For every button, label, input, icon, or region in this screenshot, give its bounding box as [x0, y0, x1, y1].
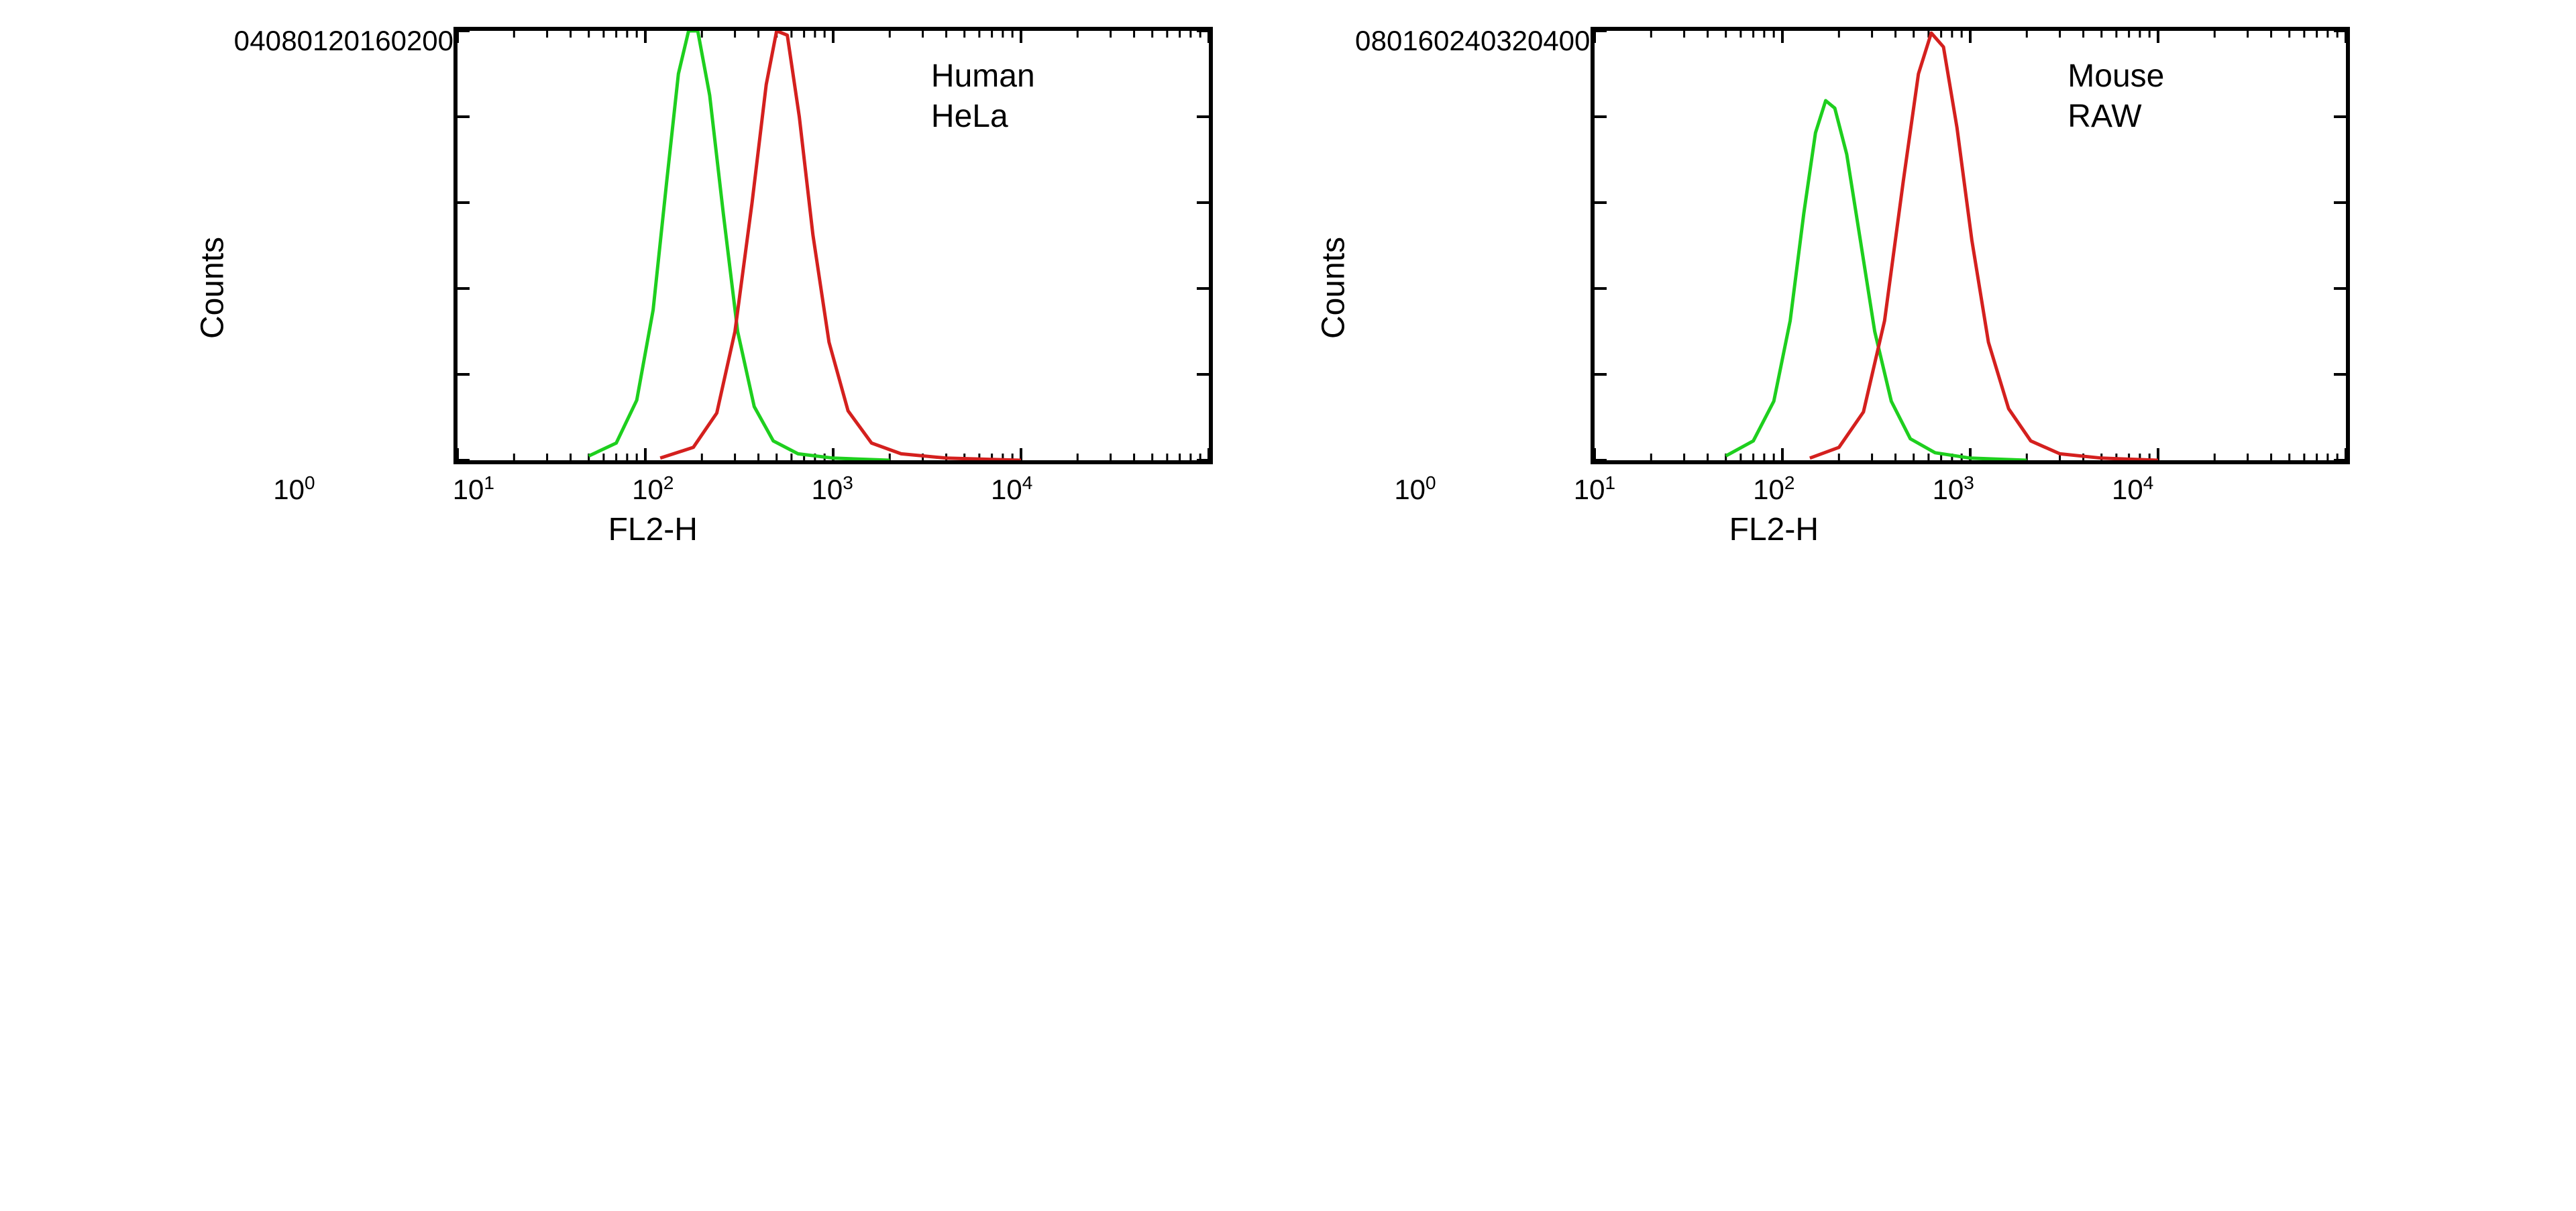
y-tick-label: 0	[1355, 27, 1371, 55]
series-control	[1725, 101, 2027, 460]
x-tick-label: 101	[453, 472, 494, 506]
x-axis-label: FL2-H	[608, 511, 698, 548]
x-axis-label: FL2-H	[1729, 511, 1819, 548]
figure-panels: Counts04080120160200HumanHeLa10010110210…	[27, 27, 2549, 548]
x-tick-label: 101	[1574, 472, 1615, 506]
y-tick-label: 160	[360, 27, 407, 55]
y-axis-ticks: 04080120160200	[226, 27, 453, 456]
y-tick-label: 240	[1449, 27, 1496, 55]
y-tick-label: 80	[281, 27, 313, 55]
x-tick-label: 104	[991, 472, 1032, 506]
x-tick-label: 100	[1394, 472, 1436, 506]
panel-annotation: MouseRAW	[2068, 56, 2164, 137]
x-tick-label: 104	[2112, 472, 2153, 506]
x-tick-label: 100	[273, 472, 315, 506]
y-axis-ticks: 080160240320400	[1347, 27, 1590, 456]
y-tick-label: 80	[1371, 27, 1403, 55]
y-tick-label: 40	[250, 27, 282, 55]
x-tick-label: 102	[1753, 472, 1794, 506]
x-tick-label: 102	[632, 472, 674, 506]
histogram-panel-right: Counts080160240320400MouseRAW10010110210…	[1347, 27, 2349, 548]
y-tick-label: 120	[313, 27, 360, 55]
x-tick-label: 103	[812, 472, 853, 506]
histogram-panel-left: Counts04080120160200HumanHeLa10010110210…	[226, 27, 1213, 548]
plot-area: HumanHeLa	[453, 27, 1213, 464]
y-tick-label: 200	[407, 27, 453, 55]
y-tick-label: 400	[1544, 27, 1591, 55]
x-axis-ticks: 100 101 102 103 104	[273, 472, 1032, 506]
plot-area: MouseRAW	[1591, 27, 2350, 464]
panel-annotation: HumanHeLa	[931, 56, 1035, 137]
y-tick-label: 160	[1402, 27, 1449, 55]
y-tick-label: 0	[234, 27, 250, 55]
x-tick-label: 103	[1933, 472, 1974, 506]
plot-svg	[1595, 31, 2346, 460]
y-tick-label: 320	[1497, 27, 1544, 55]
plot-svg	[458, 31, 1209, 460]
x-axis-ticks: 100 101 102 103 104	[1394, 472, 2153, 506]
